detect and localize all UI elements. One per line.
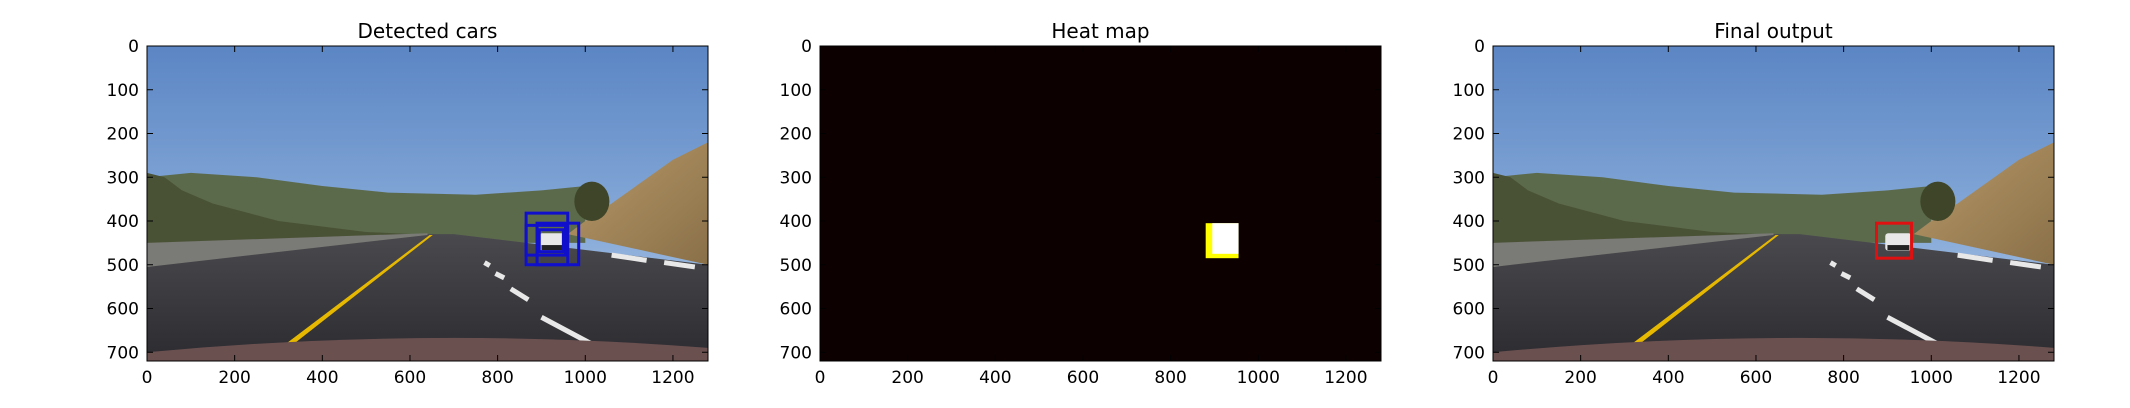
- y-tick-label: 0: [1474, 37, 1485, 57]
- y-tick-label: 500: [107, 256, 139, 276]
- y-tick-label: 100: [107, 81, 139, 101]
- x-tick-label: 400: [1652, 368, 1684, 388]
- x-tick-label: 400: [979, 368, 1011, 388]
- chart-panel-1: Detected cars 0 200 400 600 800 1000 1200 0 100 20…: [107, 19, 709, 388]
- y-tick-label: 700: [1453, 343, 1485, 363]
- x-tick-label: 600: [1067, 368, 1099, 388]
- x-tick-label: 1200: [1997, 368, 2040, 388]
- yellow-lane-line: [263, 235, 433, 361]
- x-tick-label: 1000: [564, 368, 607, 388]
- left-vegetation: [1493, 172, 1778, 256]
- y-tick-label: 0: [128, 37, 139, 57]
- chart-panel-2: Heat map 0 200 400 600 800 1000 1200 0 100 200 300 4…: [780, 19, 1382, 388]
- y-tick-label: 600: [1453, 300, 1485, 320]
- y-tick-label: 400: [107, 212, 139, 232]
- x-tick-label: 200: [1564, 368, 1596, 388]
- y-tick-label: 400: [1453, 212, 1485, 232]
- barrier: [147, 233, 428, 267]
- chart-title: Heat map: [1051, 19, 1149, 43]
- tree-cluster: [1920, 181, 1956, 221]
- yellow-lane-line: [1609, 235, 1779, 361]
- white-lane-dash: [483, 260, 491, 268]
- white-lane-dash: [1957, 252, 1994, 263]
- x-tick-label: 600: [394, 368, 426, 388]
- white-lane-dash: [1840, 271, 1852, 281]
- x-tick-label: 800: [481, 368, 513, 388]
- chart-panel-3: Final output 0 200 400 600 800 1000 1200 0 100 200…: [1453, 19, 2055, 388]
- x-tick-label: 200: [891, 368, 923, 388]
- chart-title: Final output: [1714, 19, 1833, 43]
- x-tick-label: 800: [1154, 368, 1186, 388]
- bounding-box: [1874, 221, 1914, 260]
- car-hood: [1493, 337, 2054, 361]
- bounding-box: [537, 228, 565, 254]
- tree-cluster: [574, 181, 610, 221]
- white-lane-dash: [2009, 260, 2042, 270]
- axes-frame: [819, 45, 1382, 362]
- car-bumper: [1887, 245, 1910, 251]
- white-lane-dash: [494, 271, 506, 281]
- left-vegetation: [147, 172, 432, 256]
- y-tick-label: 0: [801, 37, 812, 57]
- x-tick-label: 0: [142, 368, 153, 388]
- white-lane-dash: [509, 286, 530, 302]
- x-tick-label: 1000: [1910, 368, 1953, 388]
- y-tick-label: 500: [1453, 256, 1485, 276]
- x-tick-label: 0: [815, 368, 826, 388]
- heatmap-background: [820, 46, 1381, 361]
- right-hill: [567, 142, 708, 265]
- y-tick-label: 200: [1453, 125, 1485, 145]
- x-tick-label: 400: [306, 368, 338, 388]
- white-lane-dash: [1829, 260, 1837, 268]
- y-tick-label: 200: [107, 125, 139, 145]
- y-tick-label: 700: [107, 343, 139, 363]
- chart-title: Detected cars: [358, 19, 498, 43]
- bounding-box: [535, 221, 581, 267]
- y-tick-label: 300: [780, 168, 812, 188]
- heat-region: [1212, 223, 1239, 254]
- white-lane-dash: [1855, 286, 1876, 302]
- axes-frame: [1492, 45, 2055, 362]
- car-hood: [147, 337, 708, 361]
- x-tick-label: 1200: [1324, 368, 1367, 388]
- x-tick-label: 1000: [1237, 368, 1280, 388]
- y-tick-label: 300: [1453, 168, 1485, 188]
- y-tick-label: 600: [780, 300, 812, 320]
- bounding-box: [524, 223, 568, 257]
- x-tick-label: 0: [1488, 368, 1499, 388]
- axes-frame: [146, 45, 709, 362]
- x-tick-label: 800: [1827, 368, 1859, 388]
- right-hill: [1913, 142, 2054, 265]
- y-tick-label: 400: [780, 212, 812, 232]
- white-lane-dash: [663, 260, 696, 270]
- y-tick-label: 600: [107, 300, 139, 320]
- x-tick-label: 200: [218, 368, 250, 388]
- y-tick-label: 500: [780, 256, 812, 276]
- car-bumper: [541, 245, 564, 251]
- barrier: [1493, 233, 1774, 267]
- y-tick-label: 100: [780, 81, 812, 101]
- y-tick-label: 200: [780, 125, 812, 145]
- x-tick-label: 1200: [651, 368, 694, 388]
- x-tick-label: 600: [1740, 368, 1772, 388]
- y-tick-label: 100: [1453, 81, 1485, 101]
- y-tick-label: 300: [107, 168, 139, 188]
- white-lane-dash: [611, 252, 648, 263]
- y-tick-label: 700: [780, 343, 812, 363]
